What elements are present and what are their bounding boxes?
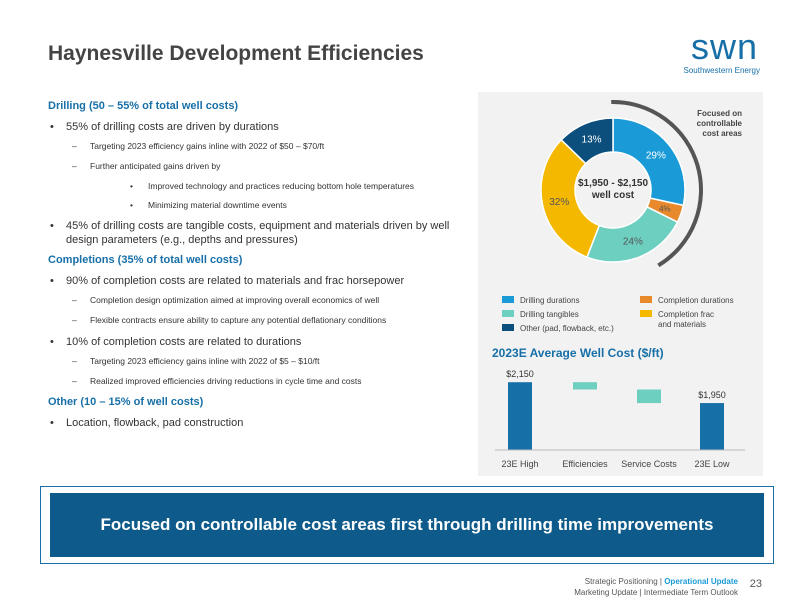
data-label: $1,950: [698, 390, 726, 400]
banner-text: Focused on controllable cost areas first…: [50, 493, 764, 557]
donut-segment: [612, 117, 686, 207]
footer-link[interactable]: Strategic Positioning |: [584, 577, 662, 586]
bullet: 90% of completion costs are related to m…: [48, 274, 478, 288]
text-body: Drilling (50 – 55% of total well costs) 5…: [48, 96, 478, 437]
footer-nav[interactable]: Marketing Update | Intermediate Term Out…: [574, 588, 738, 597]
data-label: 24%: [623, 236, 643, 247]
center-label: well cost: [591, 190, 635, 201]
center-label: $1,950 - $2,150: [578, 178, 648, 189]
footer-active[interactable]: Operational Update: [664, 577, 738, 586]
x-tick-label: 23E High: [501, 459, 538, 469]
bullet: Completion design optimization aimed at …: [48, 295, 478, 306]
legend-swatch: [640, 296, 652, 303]
title: Haynesville Development Efficiencies: [48, 42, 424, 65]
legend-swatch: [640, 310, 652, 317]
bullet: Flexible contracts ensure ability to cap…: [48, 315, 478, 326]
data-label: 29%: [646, 151, 666, 162]
legend-swatch: [502, 324, 514, 331]
legend-swatch: [502, 296, 514, 303]
data-label: 13%: [582, 134, 602, 145]
section-heading: Completions (35% of total well costs): [48, 254, 243, 266]
bullet: Location, flowback, pad construction: [48, 416, 478, 430]
x-tick-label: Efficiencies: [562, 459, 608, 469]
bar: [508, 382, 532, 450]
bullet: 55% of drilling costs are driven by dura…: [48, 120, 478, 134]
donut-segment: [586, 205, 679, 263]
page-number: 23: [749, 578, 762, 590]
bullet: Realized improved efficiencies driving r…: [48, 376, 478, 387]
bullet: Targeting 2023 efficiency gains inline w…: [48, 141, 478, 152]
legend-label: Completion durations: [658, 296, 734, 305]
bar: [573, 382, 597, 390]
bullet: Targeting 2023 efficiency gains inline w…: [48, 356, 478, 367]
legend-label: Drilling durations: [520, 296, 580, 305]
x-tick-label: Service Costs: [621, 459, 677, 469]
data-label: $2,150: [506, 369, 534, 379]
banner: Focused on controllable cost areas first…: [40, 486, 774, 564]
bullet: 45% of drilling costs are tangible costs…: [48, 219, 478, 247]
donut-segment: [560, 117, 614, 165]
bar: [700, 403, 724, 450]
annotation: cost areas: [702, 129, 742, 138]
bullet: Improved technology and practices reduci…: [48, 181, 478, 192]
annotation: Focused on: [697, 109, 742, 118]
logo: swn: [690, 26, 758, 67]
footer-nav: Strategic Positioning | Operational Upda…: [585, 577, 738, 586]
bullet: Further anticipated gains driven by: [48, 161, 478, 172]
bar: [637, 389, 661, 404]
bullet: 10% of completion costs are related to d…: [48, 335, 478, 349]
legend-swatch: [502, 310, 514, 317]
legend-label: Completion frac and materials: [658, 310, 714, 329]
annotation: controllable: [697, 119, 743, 128]
section-heading: Drilling (50 – 55% of total well costs): [48, 100, 239, 112]
bullet: Minimizing material downtime events: [48, 200, 478, 211]
x-tick-label: 23E Low: [694, 459, 730, 469]
data-label: 32%: [549, 197, 569, 208]
annotation-arc: [611, 100, 703, 268]
legend-label: Other (pad, flowback, etc.): [520, 324, 614, 333]
logo-subtitle: Southwestern Energy: [683, 66, 761, 75]
data-label: 4%: [659, 204, 671, 213]
donut-segment: [540, 138, 601, 259]
legend-label: Drilling tangibles: [520, 310, 579, 319]
chart-title: 2023E Average Well Cost ($/ft): [492, 346, 664, 360]
section-heading: Other (10 – 15% of well costs): [48, 396, 204, 408]
